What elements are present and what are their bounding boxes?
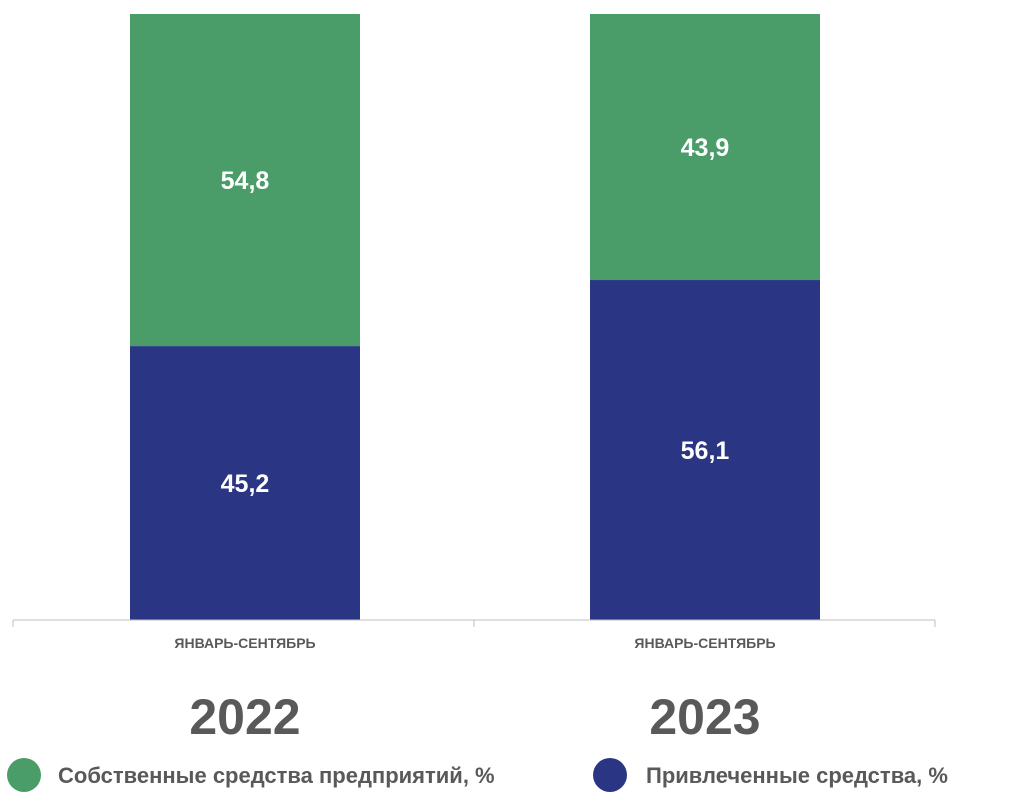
bar-segment-attracted-2023	[590, 280, 820, 620]
data-label-own-2022: 54,8	[221, 167, 270, 195]
bar-segment-own-2022	[130, 14, 360, 347]
data-label-attracted-2022: 45,2	[221, 470, 270, 498]
x-tick-label-2023: ЯНВАРЬ-СЕНТЯБРЬ	[634, 635, 775, 651]
year-label-2022: 2022	[189, 689, 300, 745]
legend-label-attracted: Привлеченные средства, %	[646, 763, 948, 788]
year-label-2023: 2023	[649, 689, 760, 745]
bar-segment-own-2023	[590, 14, 820, 281]
legend-label-own: Собственные средства предприятий, %	[58, 763, 495, 788]
data-label-attracted-2023: 56,1	[681, 437, 730, 465]
bar-segment-attracted-2022	[130, 346, 360, 620]
legend-marker-own	[7, 758, 41, 792]
x-tick-label-2022: ЯНВАРЬ-СЕНТЯБРЬ	[174, 635, 315, 651]
legend-marker-attracted	[593, 758, 627, 792]
data-label-own-2023: 43,9	[681, 134, 730, 162]
